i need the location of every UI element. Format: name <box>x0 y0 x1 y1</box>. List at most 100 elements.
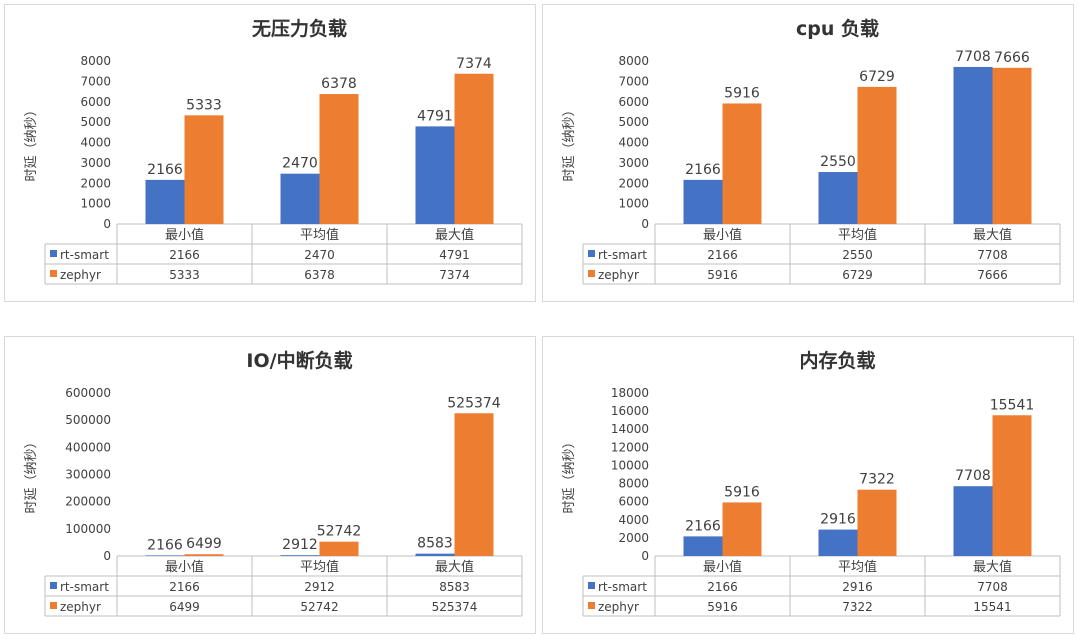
table-cell-value: 8583 <box>439 580 470 594</box>
y-tick-label: 5000 <box>80 115 111 129</box>
bar-zephyr <box>722 103 762 224</box>
y-tick-label: 4000 <box>80 136 111 150</box>
y-tick-label: 16000 <box>611 404 649 418</box>
y-tick-label: 4000 <box>618 513 649 527</box>
bar-zephyr <box>722 502 762 556</box>
bar-rt-smart <box>818 172 858 224</box>
table-cell-value: 5916 <box>707 268 738 282</box>
table-cell-value: 2470 <box>304 248 335 262</box>
chart-panel-memory-load: 内存负载 时延（纳秒） 0 2000 4000 6000 8000 10000 12000 140… <box>542 336 1074 634</box>
x-tick-label: 最小值 <box>165 227 204 243</box>
data-label: 2550 <box>820 154 856 170</box>
table-cell-value: 7374 <box>439 268 470 282</box>
x-tick-label: 最大值 <box>973 227 1012 243</box>
legend-swatch-zephyr <box>588 602 595 609</box>
chart-panel-cpu-load: cpu 负载 时延（纳秒） 0 1000 2000 3000 4000 5000 6000 700… <box>542 4 1074 302</box>
legend-swatch-zephyr <box>588 270 595 277</box>
y-tick-label: 7000 <box>80 74 111 88</box>
table-cell-value: 2166 <box>169 580 200 594</box>
bar-zephyr <box>319 94 359 224</box>
chart-title: 内存负载 <box>799 349 875 372</box>
bar-zephyr <box>992 67 1032 224</box>
legend-swatch-rt-smart <box>50 250 57 257</box>
y-tick-label: 0 <box>641 217 649 231</box>
legend-label: rt-smart <box>598 248 647 262</box>
data-label: 4791 <box>417 108 453 124</box>
data-label: 2470 <box>282 156 318 172</box>
y-tick-label: 8000 <box>80 54 111 68</box>
legend-label: rt-smart <box>60 248 109 262</box>
legend-label: zephyr <box>60 600 101 614</box>
data-label: 15541 <box>990 397 1035 413</box>
data-label: 6499 <box>186 536 222 552</box>
table-cell-value: 6729 <box>842 268 873 282</box>
x-tick-label: 最小值 <box>165 559 204 575</box>
data-label: 2166 <box>685 162 721 178</box>
y-tick-label: 400000 <box>65 440 111 454</box>
y-tick-label: 500000 <box>65 413 111 427</box>
legend-label: zephyr <box>60 268 101 282</box>
data-label: 6729 <box>859 69 895 85</box>
x-tick-label: 最小值 <box>703 227 742 243</box>
y-tick-label: 6000 <box>618 495 649 509</box>
y-tick-label: 1000 <box>618 197 649 211</box>
y-tick-label: 0 <box>641 549 649 563</box>
bar-zephyr <box>857 86 897 224</box>
data-label: 7708 <box>955 468 991 484</box>
bar-rt-smart <box>953 486 993 556</box>
legend-swatch-zephyr <box>50 602 57 609</box>
table-cell-value: 2166 <box>169 248 200 262</box>
bar-zephyr <box>319 541 359 556</box>
chart-title: 无压力负载 <box>252 17 347 40</box>
x-tick-label: 最大值 <box>435 559 474 575</box>
data-label: 6378 <box>321 76 357 92</box>
table-cell-value: 2166 <box>707 580 738 594</box>
bar-rt-smart <box>280 555 320 556</box>
bar-rt-smart <box>415 553 455 556</box>
y-tick-label: 300000 <box>65 468 111 482</box>
y-tick-label: 5000 <box>618 115 649 129</box>
table-cell-value: 6499 <box>169 600 200 614</box>
data-label: 2912 <box>282 537 318 553</box>
y-tick-label: 0 <box>103 549 111 563</box>
y-tick-label: 600000 <box>65 386 111 400</box>
y-axis-label: 时延（纳秒） <box>24 435 39 513</box>
bar-rt-smart <box>683 179 723 224</box>
table-cell-value: 5333 <box>169 268 200 282</box>
y-tick-label: 8000 <box>618 54 649 68</box>
y-tick-label: 6000 <box>80 95 111 109</box>
data-label: 8583 <box>417 536 453 552</box>
y-tick-label: 14000 <box>611 422 649 436</box>
table-cell-value: 2912 <box>304 580 335 594</box>
y-tick-label: 12000 <box>611 440 649 454</box>
y-tick-label: 7000 <box>618 74 649 88</box>
y-tick-label: 3000 <box>80 156 111 170</box>
table-cell-value: 7322 <box>842 600 873 614</box>
chart-title: cpu 负载 <box>796 17 879 40</box>
bar-rt-smart <box>145 179 185 224</box>
data-label: 52742 <box>317 524 362 540</box>
legend-label: zephyr <box>598 268 639 282</box>
table-cell-value: 7708 <box>977 248 1008 262</box>
y-tick-label: 6000 <box>618 95 649 109</box>
data-label: 5916 <box>724 484 760 500</box>
x-tick-label: 平均值 <box>300 227 339 243</box>
y-tick-label: 2000 <box>618 176 649 190</box>
y-tick-label: 4000 <box>618 136 649 150</box>
table-cell-value: 6378 <box>304 268 335 282</box>
y-tick-label: 0 <box>103 217 111 231</box>
bar-zephyr <box>184 554 224 556</box>
bar-zephyr <box>184 115 224 224</box>
table-cell-value: 15541 <box>973 600 1011 614</box>
table-cell-value: 7708 <box>977 580 1008 594</box>
legend-swatch-rt-smart <box>50 582 57 589</box>
data-label: 2166 <box>685 518 721 534</box>
table-cell-value: 525374 <box>432 600 478 614</box>
bar-rt-smart <box>145 555 185 556</box>
bar-zephyr <box>454 73 494 224</box>
y-tick-label: 2000 <box>618 531 649 545</box>
bar-zephyr <box>857 489 897 556</box>
